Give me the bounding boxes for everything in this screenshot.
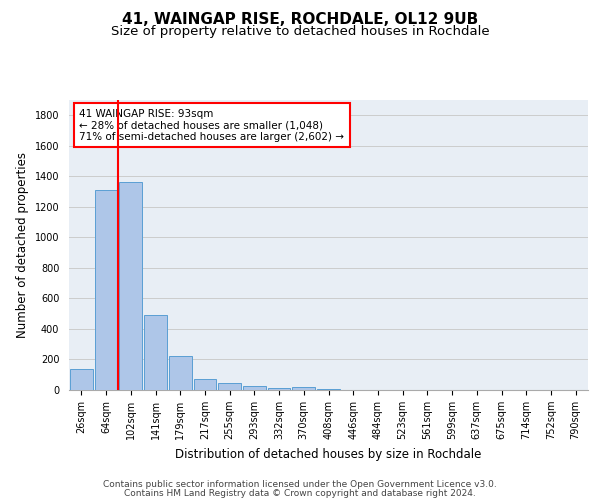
Text: 41, WAINGAP RISE, ROCHDALE, OL12 9UB: 41, WAINGAP RISE, ROCHDALE, OL12 9UB bbox=[122, 12, 478, 28]
Bar bbox=[218, 383, 241, 390]
Bar bbox=[292, 387, 315, 390]
Text: Contains HM Land Registry data © Crown copyright and database right 2024.: Contains HM Land Registry data © Crown c… bbox=[124, 488, 476, 498]
Text: Contains public sector information licensed under the Open Government Licence v3: Contains public sector information licen… bbox=[103, 480, 497, 489]
Bar bbox=[144, 315, 167, 390]
Bar bbox=[169, 356, 191, 390]
Text: 41 WAINGAP RISE: 93sqm
← 28% of detached houses are smaller (1,048)
71% of semi-: 41 WAINGAP RISE: 93sqm ← 28% of detached… bbox=[79, 108, 344, 142]
Text: Size of property relative to detached houses in Rochdale: Size of property relative to detached ho… bbox=[110, 25, 490, 38]
Bar bbox=[268, 388, 290, 390]
Bar bbox=[194, 378, 216, 390]
Y-axis label: Number of detached properties: Number of detached properties bbox=[16, 152, 29, 338]
Bar bbox=[317, 389, 340, 390]
Bar bbox=[95, 190, 118, 390]
Bar bbox=[119, 182, 142, 390]
Bar bbox=[70, 368, 93, 390]
Bar bbox=[243, 386, 266, 390]
X-axis label: Distribution of detached houses by size in Rochdale: Distribution of detached houses by size … bbox=[175, 448, 482, 460]
